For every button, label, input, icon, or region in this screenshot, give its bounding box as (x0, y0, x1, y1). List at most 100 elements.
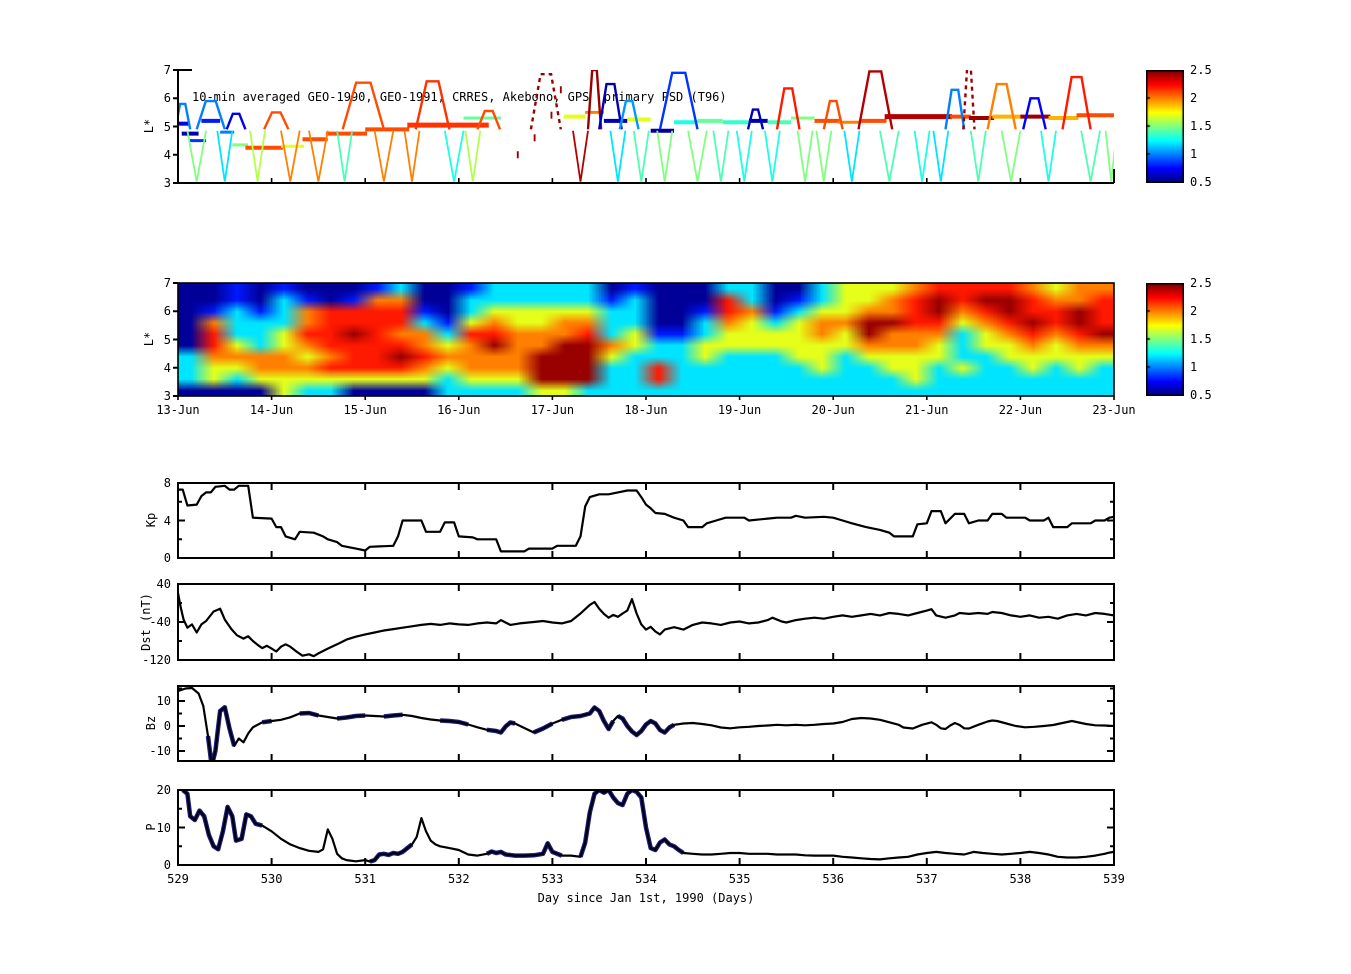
bottom-x-tick-label: 532 (447, 872, 470, 886)
psd-orbit-dip (796, 130, 814, 182)
bottom-x-tick-label: 534 (635, 872, 657, 886)
cb1-tick-label: 0.5 (1190, 175, 1212, 189)
panel2-x-tick-label: 20-Jun (811, 403, 855, 417)
bz-data (179, 687, 1113, 760)
psd-orbit-arch (195, 99, 226, 130)
panel1-y-tick-label: 3 (163, 176, 171, 190)
psd-orbit-dip (1000, 130, 1022, 182)
p-y-tick-label: 10 (156, 820, 171, 835)
psd-orbit-dip (403, 130, 421, 182)
psd-orbit-dip (186, 130, 207, 182)
psd-orbit-dip (443, 130, 465, 182)
psd-orbit-dip (969, 130, 987, 182)
psd-orbit-dip (687, 130, 708, 182)
panel2-y-tick-label: 6 (163, 304, 171, 319)
psd-orbit-dip (843, 130, 861, 182)
dst-data (179, 592, 1113, 658)
kp-data (179, 484, 1113, 553)
cb1-tick-label: 1.5 (1190, 119, 1212, 133)
bz-y-tick-label: 10 (156, 694, 171, 708)
p-series-line (182, 791, 1113, 863)
cb1-tick-label: 2.5 (1190, 63, 1212, 77)
cb2-tick-label: 1.5 (1190, 332, 1212, 346)
p-model-overlay (578, 791, 685, 858)
psd-orbit-dip (1080, 130, 1101, 182)
psd-orbit-dip (656, 130, 674, 182)
panel2-x-tick-label: 13-Jun (156, 403, 200, 417)
panel1-y-tick-label: 5 (163, 119, 171, 134)
psd-orbit-dip (1104, 130, 1114, 182)
psd-orbit-dip (1040, 130, 1057, 182)
psd-orbit-arch (341, 81, 386, 130)
psd-orbit-arch (746, 108, 765, 130)
psd-orbit-arch (1022, 97, 1047, 130)
panel2-x-tick-label: 21-Jun (905, 403, 949, 417)
panel2-border (177, 282, 1115, 397)
psd-orbit-arch (857, 70, 894, 130)
psd-trajectory-data (178, 70, 1114, 182)
panel2-x-tick-label: 14-Jun (249, 403, 294, 417)
psd-orbit-arch (476, 109, 502, 130)
psd-orbit-dip (572, 130, 589, 182)
psd-orbit-dip (216, 130, 234, 182)
psd-orbit-dip (712, 130, 730, 182)
psd-orbit-arch (1061, 75, 1092, 130)
kp-y-tick-label: 4 (163, 513, 171, 528)
psd-orbit-arch (263, 111, 290, 130)
dst-series-line (179, 592, 1113, 658)
psd-orbit-arch (178, 102, 192, 130)
dst-border (177, 583, 1115, 661)
colorbar-bottom (1146, 283, 1184, 396)
panel2-y-tick-label: 7 (163, 276, 171, 290)
panel2-y-tick-label: 5 (163, 332, 171, 347)
bz-y-tick-label: -10 (149, 744, 171, 758)
psd-orbit-dip (735, 130, 753, 182)
psd-orbit-dip (336, 130, 353, 182)
cb1-tick-label: 1 (1190, 147, 1198, 161)
bottom-x-tick-label: 535 (728, 872, 751, 886)
panel2-x-tick-label: 16-Jun (437, 403, 481, 417)
kp-series-line (179, 484, 1113, 553)
panel2-x-tick-label: 18-Jun (624, 403, 668, 417)
panel2-x-tick-label: 22-Jun (998, 403, 1043, 417)
cb2-tick-label: 0.5 (1190, 388, 1212, 402)
dst-y-tick-label: -40 (149, 615, 171, 629)
cb2-tick-label: 1 (1190, 360, 1198, 374)
bottom-x-tick-label: 539 (1103, 872, 1125, 886)
kp-border (177, 482, 1115, 559)
panel1-y-tick-label: 7 (163, 63, 171, 77)
panel2-x-tick-label: 19-Jun (717, 403, 762, 417)
dst-y-tick-label: -120 (142, 653, 171, 667)
bz-model-overlay (205, 705, 237, 760)
bottom-x-tick-label: 536 (822, 872, 845, 886)
psd-orbit-dip (308, 130, 329, 182)
psd-orbit-dip (879, 130, 900, 182)
psd-orbit-arch (944, 88, 966, 130)
panel2-y-tick-label: 3 (163, 389, 171, 403)
psd-orbit-arch (225, 112, 247, 130)
panel2-y-tick-label: 4 (163, 360, 171, 375)
bz-series-line (179, 687, 1113, 760)
psd-orbit-arch (822, 99, 844, 130)
psd-orbit-dip (764, 130, 781, 182)
panel1-y-tick-label: 4 (163, 147, 171, 162)
psd-orbit-dip (609, 130, 627, 182)
p-data (181, 791, 1113, 864)
psd-orbit-dip (815, 130, 833, 182)
psd-orbit-arch (986, 82, 1017, 130)
dst-y-tick-label: 40 (156, 577, 171, 591)
psd-orbit-arch (658, 71, 699, 130)
cb2-tick-label: 2.5 (1190, 276, 1212, 290)
bottom-x-tick-label: 529 (167, 872, 189, 886)
kp-y-tick-label: 0 (163, 551, 171, 565)
psd-orbit-arch (586, 70, 603, 130)
psd-orbit-dip (632, 130, 650, 182)
psd-orbit-dip (280, 130, 301, 182)
kp-y-tick-label: 8 (163, 476, 171, 490)
psd-orbit-dip (249, 130, 266, 182)
psd-heatmap (178, 283, 1114, 396)
psd-orbit-arch (962, 70, 976, 130)
bz-y-tick-label: 0 (163, 719, 171, 733)
